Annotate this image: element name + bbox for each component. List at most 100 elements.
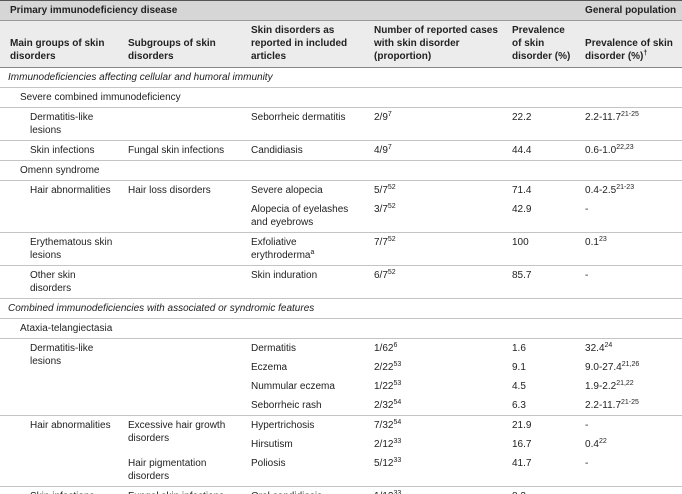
- prevalence: 6.3: [512, 400, 526, 411]
- row: Skin infections Fungal skin infections Can…: [0, 141, 682, 161]
- prevalence: 1.6: [512, 343, 526, 354]
- footnote-ref: 6: [393, 342, 398, 349]
- general: [575, 487, 682, 494]
- column-header: Prevalence of skin disorder (%)†: [575, 20, 682, 68]
- subgroup: [118, 266, 241, 299]
- cell-text: 7/32: [374, 420, 394, 431]
- cases: 2/3254: [364, 396, 502, 416]
- group-heading: Severe combined immunodeficiency: [20, 92, 181, 103]
- column-header: Skin disorders as reported in included a…: [241, 20, 364, 68]
- prevalence: 22.2: [512, 112, 532, 123]
- row-block: Other skin disorders Skin induration 6/752…: [0, 266, 682, 299]
- subgroup: Excessive hair growth disorders: [128, 420, 226, 444]
- disorder: Seborrheic dermatitis: [251, 112, 346, 123]
- cell-text: 2.2-11.7: [585, 112, 621, 123]
- disorder: Candidiasis: [251, 145, 303, 156]
- main-group: Dermatitis-like lesions: [30, 112, 94, 136]
- disorder: Exfoliative erythrodermaa: [241, 233, 364, 266]
- disorder: Skin induration: [251, 270, 318, 281]
- cell-text: 0.4: [585, 439, 599, 450]
- main-group: Skin infections: [30, 145, 95, 156]
- footnote-ref: 52: [387, 203, 396, 210]
- subgroup: [118, 108, 241, 141]
- cell-text: 0.1: [585, 237, 599, 248]
- cases: 1/1233: [364, 487, 502, 494]
- cases: 4/97: [364, 141, 502, 161]
- column-header-row: Main groups of skin disorders Subgroups o…: [0, 20, 682, 68]
- cell-text: 5/12: [374, 458, 394, 469]
- footnote-ref: 33: [393, 438, 402, 445]
- row-block: Hair abnormalities Hair loss disorders Sev…: [0, 181, 682, 233]
- general: 0.6-1.022,23: [575, 141, 682, 161]
- cases: 7/3254: [364, 416, 502, 436]
- row: Alopecia of eyelashes and eyebrows 3/752 4…: [0, 200, 682, 233]
- row: Erythematous skin lesions Exfoliative ery…: [0, 233, 682, 266]
- footnote-ref: 22,23: [616, 144, 634, 151]
- row-block: Skin infections Fungal skin infections Can…: [0, 141, 682, 161]
- section-heading: Immunodeficiencies affecting cellular an…: [8, 72, 273, 83]
- disorder: Hypertrichosis: [251, 420, 315, 431]
- row: Hair pigmentation disorders Poliosis 5/123…: [0, 454, 682, 487]
- disorder: Oral candidiasis: [241, 487, 364, 494]
- cell-text: 32.4: [585, 343, 605, 354]
- cases: 2/1233: [364, 435, 502, 454]
- general: -: [585, 270, 589, 281]
- prevalence: 42.9: [512, 204, 532, 215]
- row: Dermatitis-like lesions Seborrheic dermat…: [0, 108, 682, 141]
- subgroup: [118, 233, 241, 266]
- main-group: Erythematous skin lesions: [30, 237, 113, 261]
- prevalence: 21.9: [512, 420, 532, 431]
- footnote-ref: 22: [598, 438, 607, 445]
- footnote-ref: 7: [387, 144, 392, 151]
- row: Severe combined immunodeficiency: [0, 88, 682, 108]
- footnote-ref: 54: [393, 419, 402, 426]
- cell-text: Prevalence of skin disorder (%): [585, 38, 673, 62]
- row: Nummular eczema 1/2253 4.5 1.9-2.221,22: [0, 377, 682, 396]
- footnote-ref: 33: [393, 490, 402, 494]
- disorder: Nummular eczema: [251, 381, 335, 392]
- footnote-ref: 21-23: [616, 184, 635, 191]
- disorder: Hirsutism: [251, 439, 293, 450]
- cases: 2/2253: [364, 358, 502, 377]
- cases: 7/752: [364, 233, 502, 266]
- row: Eczema 2/2253 9.1 9.0-27.421,26: [0, 358, 682, 377]
- subgroup: Hair pigmentation disorders: [128, 458, 207, 482]
- cases: 5/752: [364, 181, 502, 201]
- row: Ataxia-telangiectasia: [0, 319, 682, 339]
- row-block: Hair abnormalities Excessive hair growth …: [0, 416, 682, 487]
- footnote-ref: 21,26: [621, 361, 640, 368]
- footnote-ref: a: [310, 249, 315, 256]
- main-group: Skin infections: [0, 487, 118, 494]
- disorder: Alopecia of eyelashes and eyebrows: [251, 204, 349, 228]
- row-block: Ataxia-telangiectasia: [0, 319, 682, 339]
- header-row: Primary immunodeficiency disease General…: [0, 0, 682, 21]
- cell-text: 3/7: [374, 204, 388, 215]
- general: -: [585, 458, 589, 469]
- row-block: Severe combined immunodeficiency: [0, 88, 682, 108]
- disorder: Seborrheic rash: [251, 400, 322, 411]
- column-header: Number of reported cases with skin disor…: [364, 20, 502, 68]
- group-heading: Omenn syndrome: [20, 165, 100, 176]
- prevalence: 4.5: [512, 381, 526, 392]
- general: 9.0-27.421,26: [575, 358, 682, 377]
- footnote-ref: 52: [387, 236, 396, 243]
- cell-text: 2/12: [374, 439, 394, 450]
- footnote-ref: 53: [393, 361, 402, 368]
- cell-text: 1/22: [374, 381, 394, 392]
- disorder: Poliosis: [251, 458, 286, 469]
- header-title: Primary immunodeficiency disease: [0, 0, 576, 21]
- general: 2.2-11.721-25: [575, 108, 682, 141]
- cases: 5/1233: [364, 454, 502, 487]
- general: -: [585, 420, 589, 431]
- general: 0.4-2.521-23: [575, 181, 682, 201]
- general: 32.424: [575, 339, 682, 359]
- header-general: General population: [575, 0, 682, 21]
- general: 1.9-2.221,22: [575, 377, 682, 396]
- row-block: Dermatitis-like lesions Dermatitis 1/626 1.…: [0, 339, 682, 416]
- footnote-ref: 23: [598, 236, 607, 243]
- subgroup: Fungal skin infections: [118, 487, 241, 494]
- general: 0.123: [575, 233, 682, 266]
